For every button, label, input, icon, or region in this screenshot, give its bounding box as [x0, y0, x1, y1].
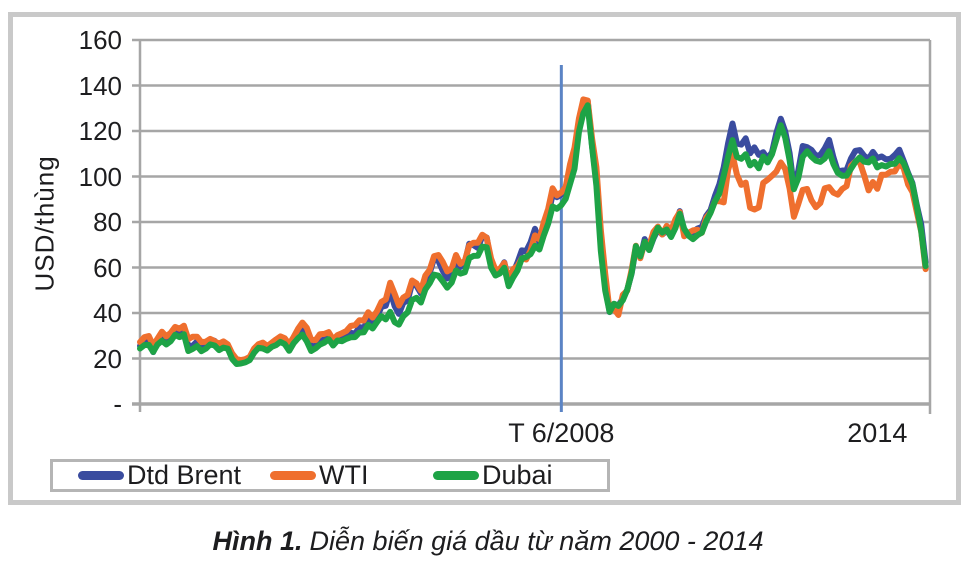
y-tick-label-140: 140: [78, 70, 122, 101]
legend-item-wti: WTI: [270, 462, 368, 489]
y-tick-label-100: 100: [78, 161, 122, 192]
y-tick-label-80: 80: [93, 207, 122, 237]
plot-svg: [132, 38, 932, 414]
legend-dash-icon: [270, 471, 316, 480]
legend-label: Dubai: [482, 460, 553, 490]
caption-text: Diễn biến giá dầu từ năm 2000 - 2014: [309, 526, 764, 556]
y-tick-label-160: 160: [78, 25, 122, 55]
series-line-wti: [137, 96, 929, 364]
legend-label: WTI: [319, 460, 369, 490]
chart-frame: [8, 12, 961, 505]
y-tick-label-60: 60: [93, 252, 122, 283]
y-tick-label-120: 120: [78, 116, 122, 146]
caption-label: Hình 1.: [212, 526, 303, 556]
y-tick-label-40: 40: [93, 298, 122, 328]
legend-item-dtd-brent: Dtd Brent: [78, 462, 241, 489]
series-line-dtd-brent: [137, 98, 929, 365]
figure-caption: Hình 1. Diễn biến giá dầu từ năm 2000 - 2…: [0, 526, 976, 557]
x-tick-label-2014: 2014: [847, 418, 908, 448]
legend-box: Dtd Brent WTI Dubai: [50, 459, 610, 492]
x-tick-label-2008: T 6/2008: [508, 418, 615, 448]
y-tick-label-0: -: [113, 389, 122, 419]
legend-label: Dtd Brent: [127, 460, 242, 490]
legend-dash-icon: [78, 471, 124, 480]
legend-dash-icon: [433, 471, 479, 480]
y-tick-label-20: 20: [93, 343, 122, 374]
series-line-dubai: [137, 102, 929, 367]
legend-item-dubai: Dubai: [433, 462, 553, 489]
